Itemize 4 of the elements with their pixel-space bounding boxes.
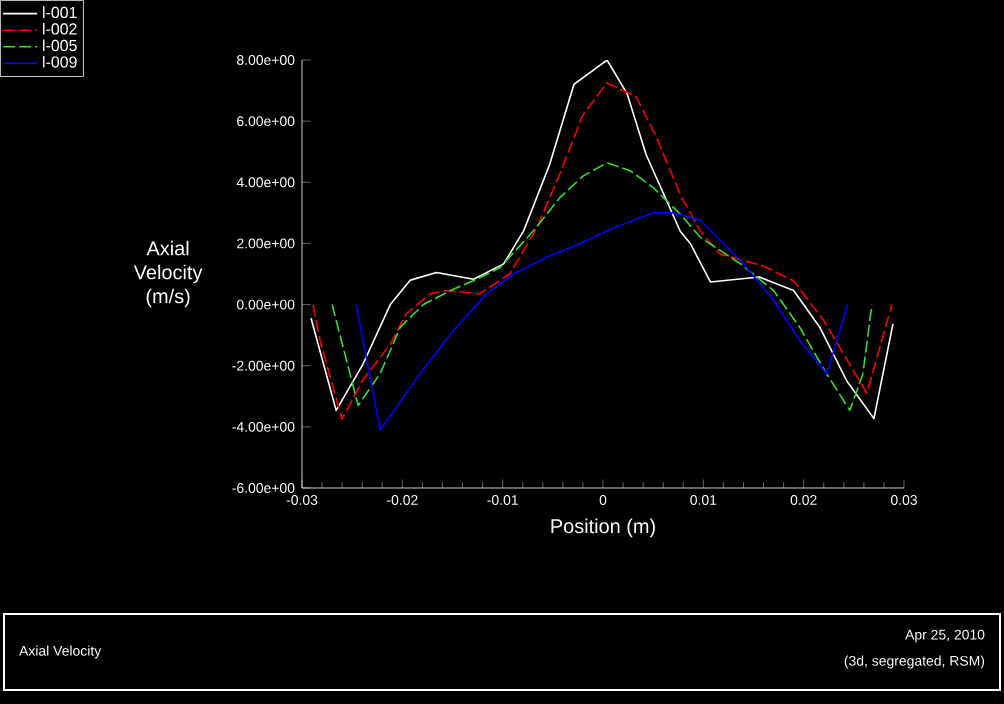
line-series: [331, 161, 873, 412]
line-series: [355, 212, 849, 431]
y-axis-title: Axial Velocity (m/s): [133, 240, 203, 308]
x-axis-title: Position (m): [551, 518, 655, 538]
